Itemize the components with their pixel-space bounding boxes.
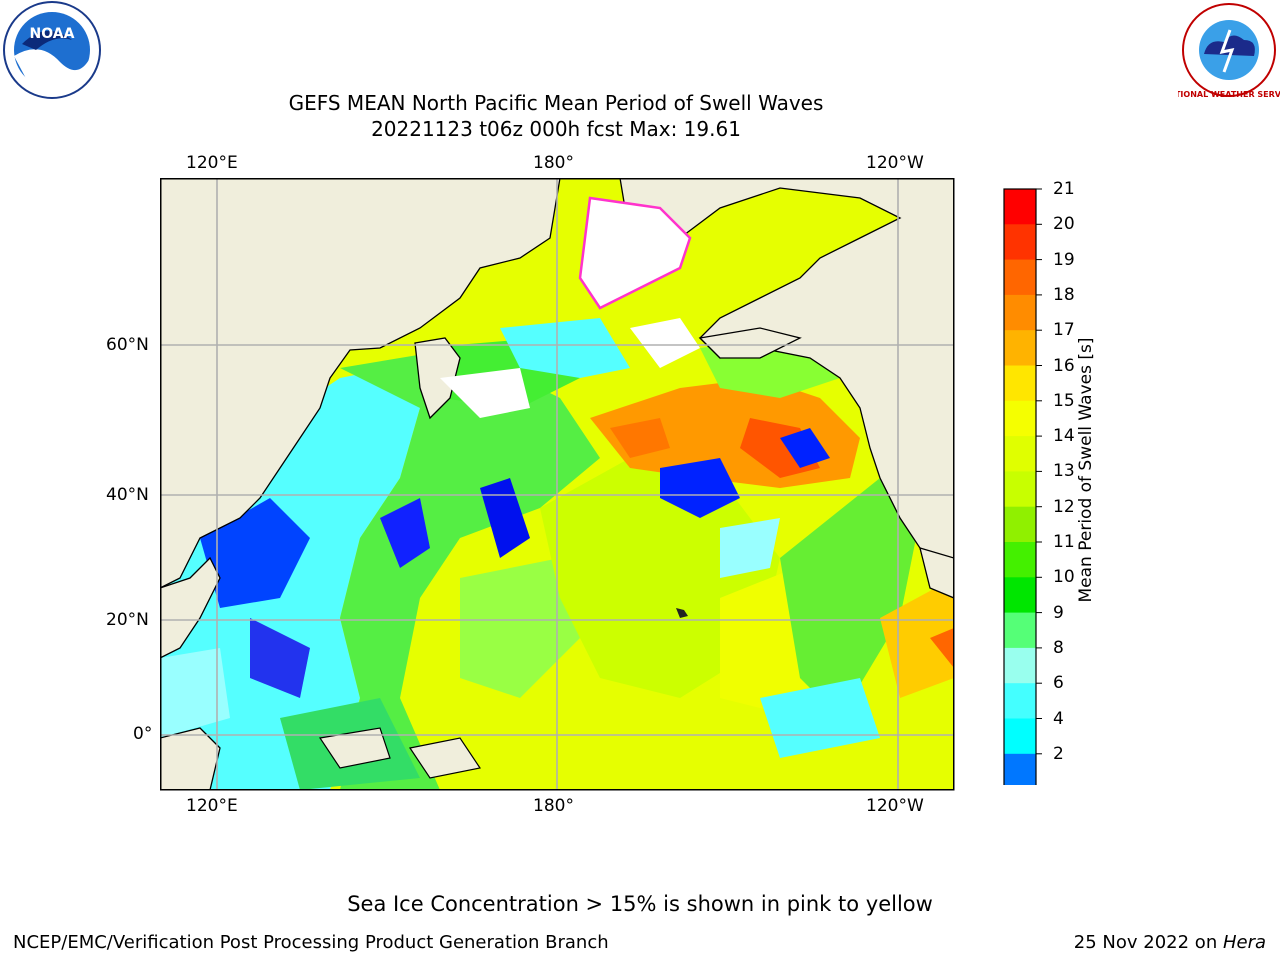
colorbar-segment [1004,400,1036,437]
colorbar-tick-label: 16 [1053,355,1075,376]
colorbar-tick-label: 18 [1053,284,1075,305]
footer-branch: NCEP/EMC/Verification Post Processing Pr… [13,932,609,953]
colorbar-tick-label: 4 [1053,708,1064,729]
chart-title: GEFS MEAN North Pacific Mean Period of S… [288,91,824,115]
bottom-lon-label-120w: 120°W [866,796,924,816]
sea-ice-note: Sea Ice Concentration > 15% is shown in … [347,892,933,916]
colorbar-tick-label: 10 [1053,567,1075,588]
nws-logo-text: NATIONAL WEATHER SERVICE [1178,90,1280,99]
colorbar-segment [1004,330,1036,366]
colorbar-tick-label: 2 [1053,743,1064,764]
colorbar [1000,185,1050,785]
colorbar-tick-label: 21 [1053,179,1075,199]
colorbar-segment [1004,471,1036,508]
colorbar-segment [1004,224,1036,261]
colorbar-tick-label: 15 [1053,390,1075,411]
colorbar-outline [1003,188,1037,785]
bottom-lon-label-120e: 120°E [186,796,238,816]
lat-label-0: 0° [133,724,153,744]
colorbar-segment [1004,436,1036,472]
colorbar-label: Mean Period of Swell Waves [s] [1076,337,1096,603]
chart-subtitle: 20221123 t06z 000h fcst Max: 19.61 [371,117,741,141]
footer-date: 25 Nov 2022 on Hera [1074,932,1266,954]
lat-label-40n: 40°N [106,485,149,505]
colorbar-tick-label: 6 [1053,673,1064,694]
colorbar-tick-label: 12 [1053,496,1075,517]
noaa-logo: NOAA [0,0,104,104]
swell-period-map [160,178,955,791]
colorbar-segment [1004,294,1036,331]
colorbar-tick-label: 20 [1053,214,1075,235]
colorbar-segment [1004,647,1036,684]
top-lon-label-180: 180° [533,153,574,173]
colorbar-segment [1004,259,1036,296]
top-lon-label-120e: 120°E [186,153,238,173]
colorbar-segment [1004,189,1036,225]
colorbar-tick-label: 14 [1053,426,1075,447]
colorbar-tick-label: 11 [1053,532,1075,552]
colorbar-tick-label: 19 [1053,249,1075,270]
colorbar-tick-label: 17 [1053,320,1075,341]
colorbar-segment [1004,542,1036,578]
colorbar-segment [1004,718,1036,755]
top-lon-label-120w: 120°W [866,153,924,173]
bottom-lon-label-180: 180° [533,796,574,816]
noaa-logo-text: NOAA [30,26,75,42]
colorbar-tick-label: 9 [1053,602,1064,623]
footer-date-text: 25 Nov 2022 on [1073,932,1223,953]
lat-label-60n: 60°N [106,335,149,355]
colorbar-segment [1004,577,1036,614]
colorbar-segment [1004,683,1036,719]
colorbar-segment [1004,753,1036,785]
colorbar-tick-label: 13 [1053,461,1075,482]
colorbar-segment [1004,365,1036,402]
colorbar-segment [1004,612,1036,649]
lat-label-20n: 20°N [106,610,149,630]
nws-logo: NATIONAL WEATHER SERVICE [1178,0,1280,100]
colorbar-segment [1004,506,1036,543]
footer-host: Hera [1222,932,1266,953]
colorbar-tick-label: 8 [1053,637,1064,658]
